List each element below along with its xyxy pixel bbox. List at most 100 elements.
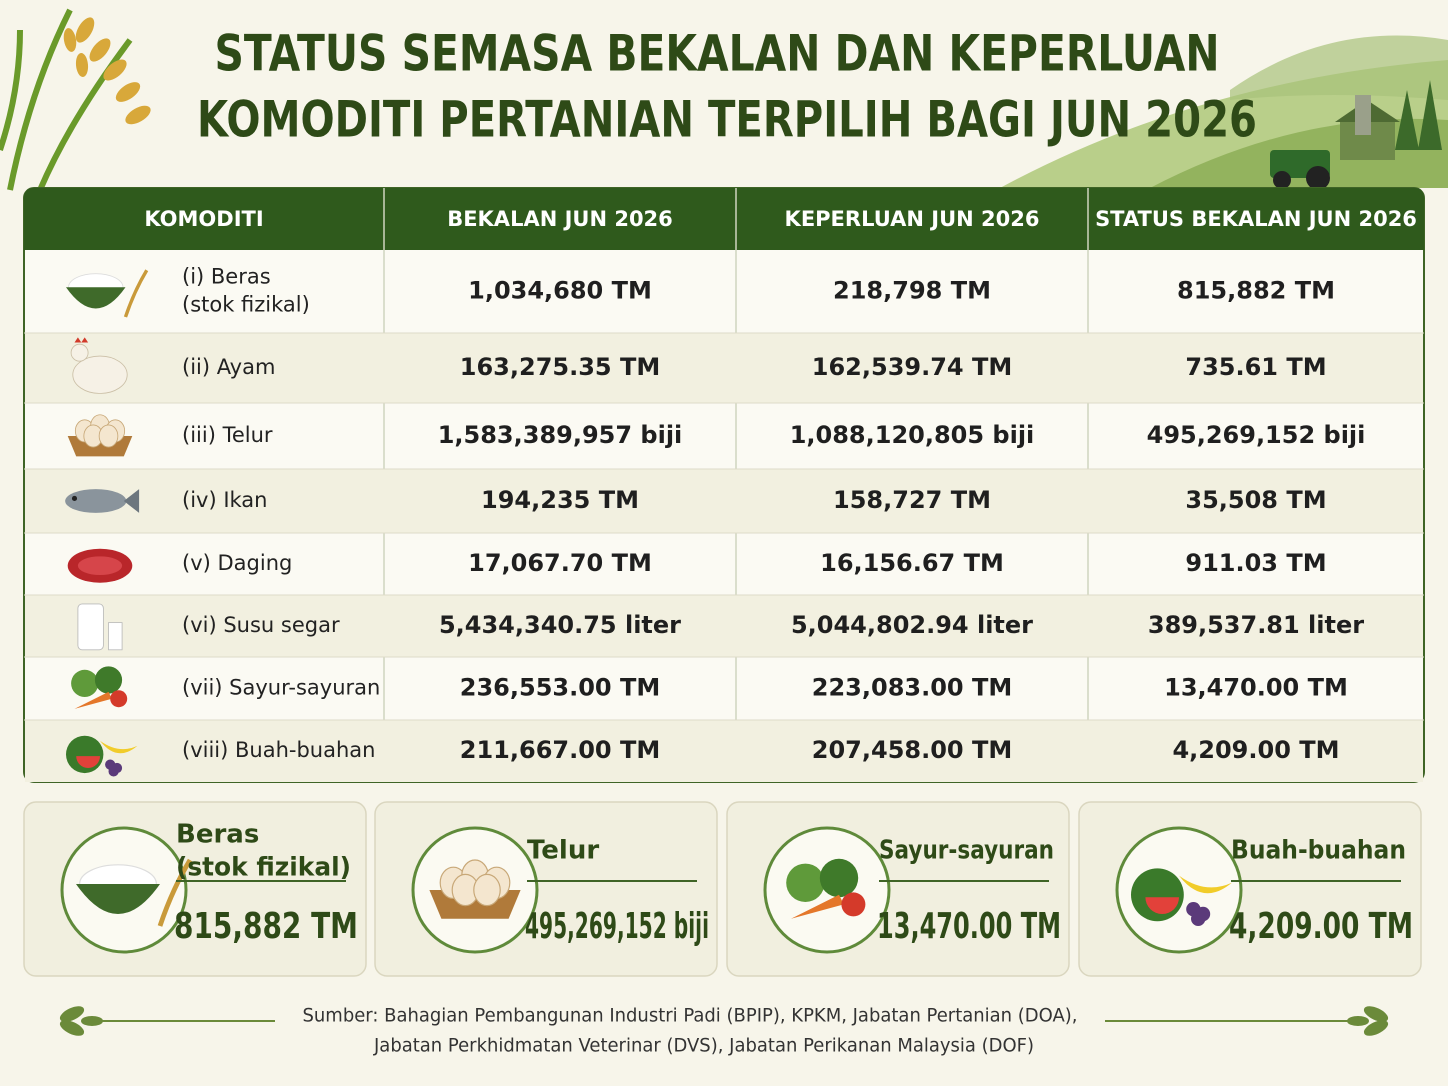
row-label: (iii) Telur xyxy=(182,423,273,447)
icon-shape xyxy=(1145,897,1179,914)
row-band xyxy=(25,595,1423,657)
icon xyxy=(70,337,128,394)
cell-value: 1,034,680 TM xyxy=(468,277,652,305)
cell-value: 4,209.00 TM xyxy=(1172,736,1339,764)
cell-value: 236,553.00 TM xyxy=(460,674,660,702)
icon-shape xyxy=(98,424,119,448)
icon-shape xyxy=(72,355,128,394)
icon xyxy=(1131,868,1232,926)
icon-shape xyxy=(71,495,78,501)
column-header: BEKALAN JUN 2026 xyxy=(447,207,673,231)
title-line: KOMODITI PERTANIAN TERPILIH BAGI JUN 202… xyxy=(197,91,1257,149)
icon-shape xyxy=(157,858,193,927)
cell-value: 211,667.00 TM xyxy=(460,736,660,764)
cell-value: 218,798 TM xyxy=(833,277,991,305)
icon-shape xyxy=(1191,911,1206,926)
card-title: Sayur-sayuran xyxy=(879,836,1054,866)
card-value: 495,269,152 biji xyxy=(525,906,709,947)
column-header: STATUS BEKALAN JUN 2026 xyxy=(1095,207,1417,231)
icon-shape xyxy=(76,756,100,768)
icon-shape xyxy=(123,269,149,318)
icon-shape xyxy=(94,666,123,694)
cell-value: 16,156.67 TM xyxy=(820,549,1004,577)
cards: Beras(stok fizikal) 815,882 TM Telur 495,26… xyxy=(23,801,1422,977)
icon-shape xyxy=(110,690,128,708)
row-label: (ii) Ayam xyxy=(182,355,275,379)
farm-scene xyxy=(1000,35,1448,190)
row-band xyxy=(25,720,1423,782)
icon-shape xyxy=(473,873,501,907)
cell-value: 13,470.00 TM xyxy=(1164,674,1348,702)
row-label: (stok fizikal) xyxy=(182,293,310,317)
rice-stalks xyxy=(0,8,151,192)
icon-shape xyxy=(786,863,825,902)
cell-value: 5,434,340.75 liter xyxy=(439,611,681,639)
cell-value: 5,044,802.94 liter xyxy=(791,611,1033,639)
icon-shape xyxy=(791,894,844,919)
icon-shape xyxy=(77,603,104,651)
cell-value: 207,458.00 TM xyxy=(812,736,1012,764)
cell-value: 911.03 TM xyxy=(1185,549,1326,577)
row-label: (viii) Buah-buahan xyxy=(182,738,375,762)
icon-shape xyxy=(841,892,866,917)
source-line: Sumber: Bahagian Pembangunan Industri Pa… xyxy=(303,1005,1078,1027)
icon xyxy=(67,548,133,583)
icon-shape xyxy=(65,489,127,513)
icon-shape xyxy=(100,740,138,754)
table-header xyxy=(24,188,1424,250)
row-label: (vi) Susu segar xyxy=(182,613,340,637)
icon-shape xyxy=(108,766,119,777)
icon xyxy=(76,858,193,927)
icon-shape xyxy=(70,343,89,362)
source-line: Jabatan Perkhidmatan Veterinar (DVS), Ja… xyxy=(373,1035,1034,1057)
card-title: Telur xyxy=(527,836,599,866)
row-label: (i) Beras xyxy=(182,265,271,289)
icon xyxy=(71,666,128,709)
cell-value: 162,539.74 TM xyxy=(812,353,1012,381)
icon-shape xyxy=(77,556,123,576)
cell-value: 389,537.81 liter xyxy=(1148,611,1364,639)
cell-value: 815,882 TM xyxy=(1177,277,1335,305)
cell-value: 495,269,152 biji xyxy=(1147,421,1366,449)
row-band xyxy=(25,333,1423,403)
cell-value: 1,088,120,805 biji xyxy=(790,421,1035,449)
source-decoration xyxy=(59,1006,1389,1036)
icon-shape xyxy=(108,622,123,651)
cell-value: 194,235 TM xyxy=(481,486,639,514)
row-band xyxy=(25,469,1423,533)
icon-shape xyxy=(74,337,89,343)
card-title: Beras xyxy=(176,820,259,850)
column-header: KEPERLUAN JUN 2026 xyxy=(785,207,1040,231)
card-value: 815,882 TM xyxy=(174,906,358,947)
table: KOMODITI BEKALAN JUN 2026 KEPERLUAN JUN 20… xyxy=(24,188,1424,782)
card-value: 13,470.00 TM xyxy=(877,906,1061,947)
icon xyxy=(429,859,521,919)
cell-value: 17,067.70 TM xyxy=(468,549,652,577)
card-value: 4,209.00 TM xyxy=(1229,906,1413,947)
icon-shape xyxy=(71,669,99,697)
card-title: (stok fizikal) xyxy=(176,853,351,883)
icon xyxy=(66,735,138,777)
icon-shape xyxy=(819,858,859,898)
column-header: KOMODITI xyxy=(144,207,263,231)
icon xyxy=(65,489,140,513)
row-label: (iv) Ikan xyxy=(182,488,268,512)
row-label: (v) Daging xyxy=(182,551,292,575)
cell-value: 35,508 TM xyxy=(1185,486,1326,514)
icon-shape xyxy=(74,691,112,709)
cell-value: 158,727 TM xyxy=(833,486,991,514)
icon xyxy=(786,858,866,919)
icon xyxy=(77,603,123,651)
title-line: STATUS SEMASA BEKALAN DAN KEPERLUAN xyxy=(215,25,1220,83)
cell-value: 223,083.00 TM xyxy=(812,674,1012,702)
icon xyxy=(66,269,149,318)
card-title: Buah-buahan xyxy=(1231,836,1406,866)
icon-shape xyxy=(123,489,140,513)
cell-value: 735.61 TM xyxy=(1185,353,1326,381)
icon-shape xyxy=(76,884,160,914)
icon xyxy=(67,414,133,457)
row-label: (vii) Sayur-sayuran xyxy=(182,676,380,700)
cell-value: 163,275.35 TM xyxy=(460,353,660,381)
